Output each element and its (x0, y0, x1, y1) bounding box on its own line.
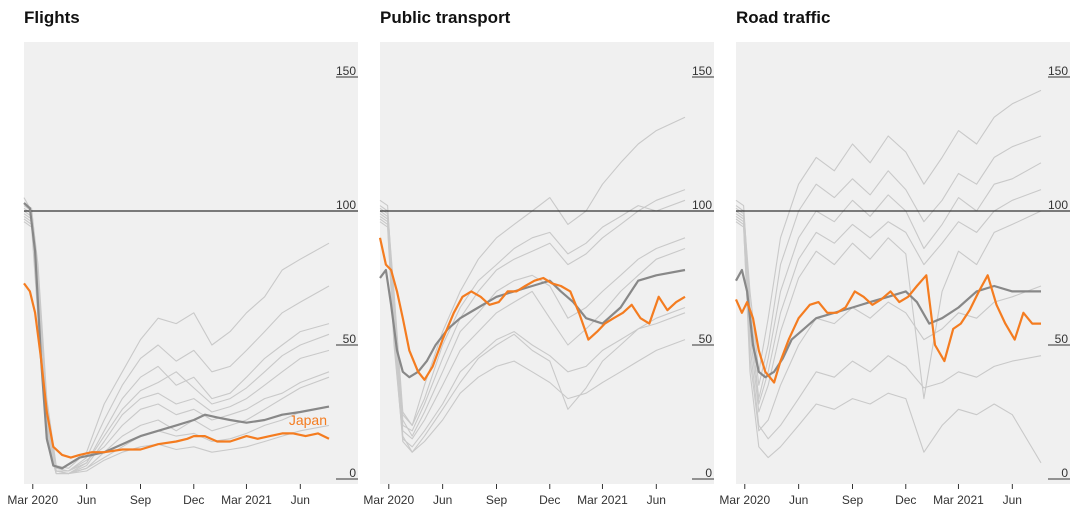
y-tick-label: 50 (699, 332, 713, 346)
x-tick-label: Jun (789, 493, 808, 507)
context-series-line (735, 213, 1042, 440)
x-tick-label: Jun (647, 493, 666, 507)
context-series-line (735, 221, 1042, 432)
panel-title-public-transport: Public transport (380, 8, 511, 27)
y-tick-label: 150 (336, 64, 356, 78)
japan-series-label: Japan (289, 412, 327, 428)
y-tick-label: 100 (1048, 198, 1068, 212)
x-tick-label: Jun (1003, 493, 1022, 507)
japan-series-line (734, 274, 1041, 384)
y-tick-label: 100 (336, 198, 356, 212)
japan-series-line (23, 282, 330, 459)
x-tick-label: Sep (842, 493, 864, 507)
context-series-line (735, 189, 1042, 405)
x-tick-label: Jun (433, 493, 452, 507)
context-series-line (23, 213, 330, 475)
context-series-line (23, 210, 330, 475)
x-tick-label: Mar 2020 (7, 493, 58, 507)
y-tick-label: 0 (705, 466, 712, 480)
context-series-line (379, 210, 686, 440)
plot-background (380, 42, 714, 484)
japan-series-line (378, 237, 686, 381)
y-tick-label: 150 (1048, 64, 1068, 78)
context-series-line (735, 89, 1042, 373)
context-series-line (735, 162, 1042, 400)
context-series-line (379, 116, 686, 426)
x-tick-label: Dec (539, 493, 560, 507)
context-series-line (379, 199, 686, 426)
x-tick-label: Jun (291, 493, 310, 507)
context-series-line (379, 189, 686, 432)
context-series-line (379, 221, 686, 448)
y-tick-label: 150 (692, 64, 712, 78)
context-series-line (735, 135, 1042, 386)
chart-panel-3: 0 50 100 150 Mar 2020 Jun Sep Dec Mar 2021 Jun (719, 42, 1070, 507)
panel-title-road-traffic: Road traffic (736, 8, 831, 27)
context-series-line (735, 210, 1042, 413)
x-tick-label: Jun (77, 493, 96, 507)
x-tick-label: Sep (486, 493, 508, 507)
y-tick-label: 50 (343, 332, 357, 346)
x-tick-label: Mar 2021 (221, 493, 272, 507)
panel-title-flights: Flights (24, 8, 80, 27)
context-series-line (735, 218, 1042, 464)
context-series-line (379, 218, 686, 453)
y-tick-label: 50 (1055, 332, 1069, 346)
median-series-line (23, 202, 330, 470)
x-tick-label: Mar 2020 (363, 493, 414, 507)
x-tick-label: Dec (183, 493, 204, 507)
plot-background (736, 42, 1070, 484)
y-tick-label: 100 (692, 198, 712, 212)
x-tick-label: Sep (130, 493, 152, 507)
context-series-line (379, 199, 686, 437)
context-series-line (23, 205, 330, 469)
context-series-line (379, 213, 686, 453)
x-tick-label: Dec (895, 493, 916, 507)
median-series-line (735, 268, 1041, 379)
chart-panel-2: 0 50 100 150 Mar 2020 Jun Sep Dec Mar 2021 Jun (363, 42, 714, 507)
y-tick-label: 0 (1061, 466, 1068, 480)
chart-panel-1: 0 50 100 150 Japan Mar 2020 Jun Sep Dec Mar 2021 J… (7, 42, 358, 507)
context-series-line (23, 207, 330, 472)
x-tick-label: Mar 2021 (933, 493, 984, 507)
x-tick-label: Mar 2020 (719, 493, 770, 507)
y-tick-label: 0 (349, 466, 356, 480)
x-tick-label: Mar 2021 (577, 493, 628, 507)
